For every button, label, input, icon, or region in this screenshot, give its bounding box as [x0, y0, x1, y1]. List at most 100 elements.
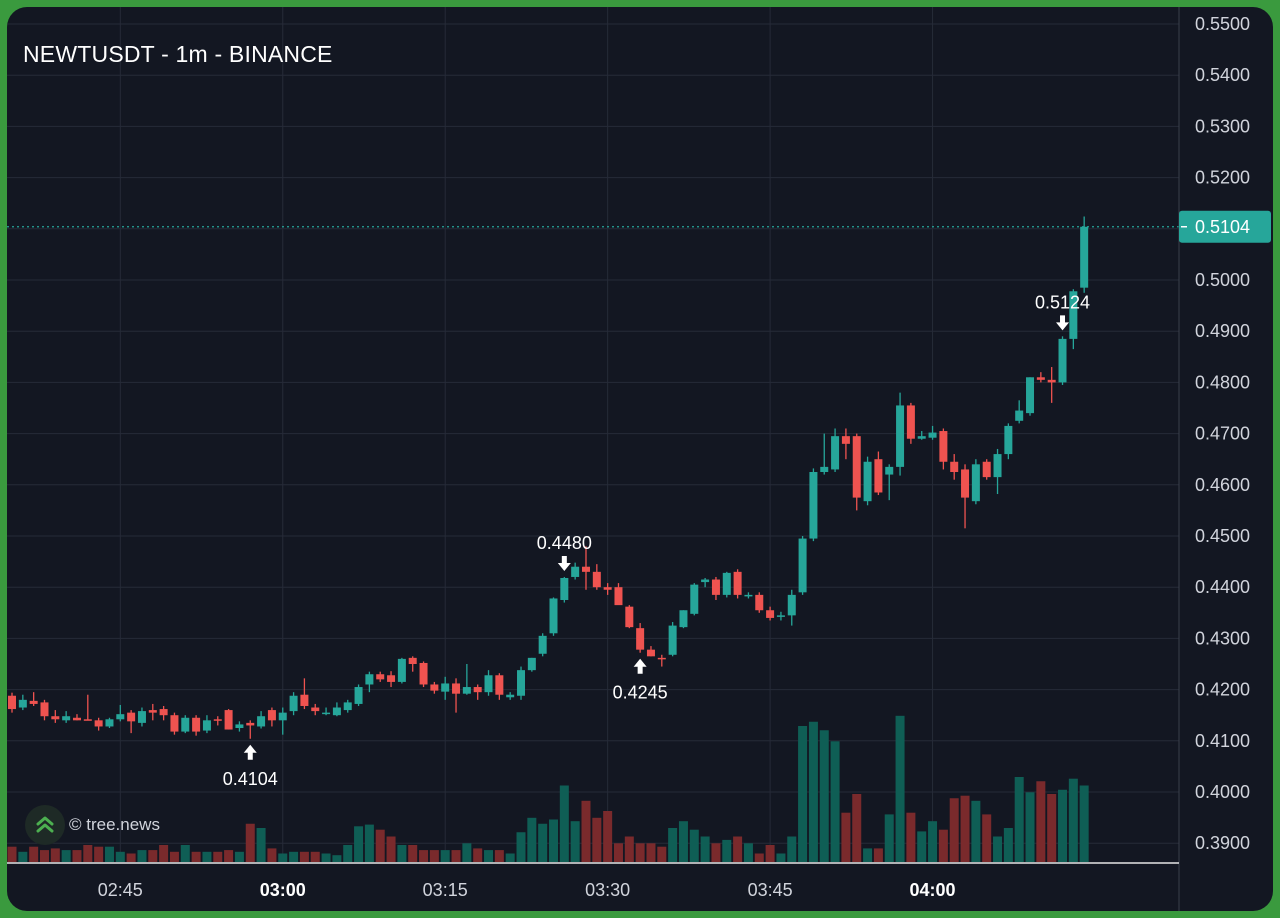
candle[interactable] — [646, 646, 655, 657]
candle[interactable] — [1036, 372, 1045, 383]
candle[interactable] — [1069, 289, 1078, 350]
candle[interactable] — [267, 707, 276, 727]
candle[interactable] — [484, 670, 493, 696]
candle[interactable] — [776, 611, 785, 621]
candle[interactable] — [939, 428, 948, 470]
candle[interactable] — [993, 448, 1002, 495]
candle[interactable] — [668, 622, 677, 657]
candle[interactable] — [971, 459, 980, 505]
candle[interactable] — [831, 428, 840, 472]
candle[interactable] — [137, 707, 146, 727]
candle[interactable] — [29, 692, 38, 706]
candle[interactable] — [202, 715, 211, 734]
candle[interactable] — [257, 711, 266, 729]
candle[interactable] — [18, 694, 27, 711]
candle[interactable] — [961, 464, 970, 529]
candle[interactable] — [72, 714, 81, 721]
candle[interactable] — [1058, 336, 1067, 385]
candle[interactable] — [744, 592, 753, 599]
candle[interactable] — [473, 684, 482, 700]
candle[interactable] — [906, 402, 915, 444]
candle[interactable] — [581, 546, 590, 590]
candle[interactable] — [192, 715, 201, 736]
candle[interactable] — [896, 392, 905, 476]
candle[interactable] — [506, 692, 515, 700]
candle[interactable] — [1047, 367, 1056, 403]
candle[interactable] — [408, 656, 417, 672]
candle[interactable] — [1015, 400, 1024, 424]
candle[interactable] — [441, 676, 450, 700]
candle[interactable] — [213, 716, 222, 726]
candle[interactable] — [51, 710, 60, 723]
candle[interactable] — [755, 592, 764, 613]
candle[interactable] — [376, 671, 385, 682]
candle[interactable] — [798, 536, 807, 595]
candle[interactable] — [863, 456, 872, 506]
candle[interactable] — [1026, 377, 1035, 416]
candle[interactable] — [1004, 423, 1013, 460]
candle[interactable] — [614, 583, 623, 606]
candle[interactable] — [820, 433, 829, 475]
candle[interactable] — [354, 684, 363, 706]
candle[interactable] — [982, 459, 991, 480]
candle[interactable] — [928, 425, 937, 440]
candle[interactable] — [62, 711, 71, 723]
candle[interactable] — [1080, 216, 1089, 293]
candle[interactable] — [332, 702, 341, 717]
candle[interactable] — [430, 681, 439, 694]
candle[interactable] — [311, 703, 320, 716]
candle[interactable] — [397, 657, 406, 684]
candle[interactable] — [224, 709, 233, 730]
candle[interactable] — [148, 703, 157, 721]
candle[interactable] — [571, 562, 580, 580]
candle[interactable] — [809, 468, 818, 542]
candle[interactable] — [852, 433, 861, 511]
candle[interactable] — [679, 610, 688, 629]
candle[interactable] — [289, 692, 298, 716]
candle[interactable] — [343, 699, 352, 713]
candle[interactable] — [8, 692, 16, 713]
candle[interactable] — [549, 597, 558, 636]
candle[interactable] — [462, 664, 471, 695]
candle[interactable] — [885, 464, 894, 501]
candle[interactable] — [711, 576, 720, 600]
candle[interactable] — [419, 661, 428, 688]
candle[interactable] — [603, 583, 612, 595]
candle[interactable] — [733, 569, 742, 599]
candle[interactable] — [722, 571, 731, 598]
candlestick-chart[interactable]: 0.4104 0.4480 0.4245 0.5124 0.5500 0.5400 0.5… — [7, 7, 1273, 911]
candle[interactable] — [950, 454, 959, 480]
candle[interactable] — [452, 678, 461, 713]
candle[interactable] — [917, 431, 926, 440]
candle[interactable] — [874, 451, 883, 496]
candle[interactable] — [127, 710, 136, 734]
candle[interactable] — [159, 705, 168, 721]
candle[interactable] — [300, 678, 309, 710]
candle[interactable] — [625, 605, 634, 629]
candle[interactable] — [657, 654, 666, 667]
candle[interactable] — [105, 717, 114, 728]
candle[interactable] — [246, 720, 255, 739]
candle[interactable] — [94, 717, 103, 731]
candle[interactable] — [235, 721, 244, 732]
candle[interactable] — [40, 699, 49, 721]
candle[interactable] — [116, 704, 125, 722]
candle[interactable] — [538, 633, 547, 657]
candle[interactable] — [527, 657, 536, 672]
candle[interactable] — [278, 707, 287, 735]
candle[interactable] — [495, 673, 504, 700]
candle[interactable] — [365, 671, 374, 693]
candle[interactable] — [83, 694, 92, 721]
candle[interactable] — [322, 707, 331, 716]
candle[interactable] — [841, 428, 850, 460]
candle[interactable] — [387, 671, 396, 688]
candle[interactable] — [517, 666, 526, 700]
candle[interactable] — [787, 589, 796, 626]
candle[interactable] — [690, 583, 699, 616]
candle[interactable] — [766, 606, 775, 621]
candle[interactable] — [560, 576, 569, 603]
candle[interactable] — [592, 564, 601, 590]
candle[interactable] — [170, 712, 179, 735]
candle[interactable] — [701, 577, 710, 588]
candle[interactable] — [636, 623, 645, 653]
